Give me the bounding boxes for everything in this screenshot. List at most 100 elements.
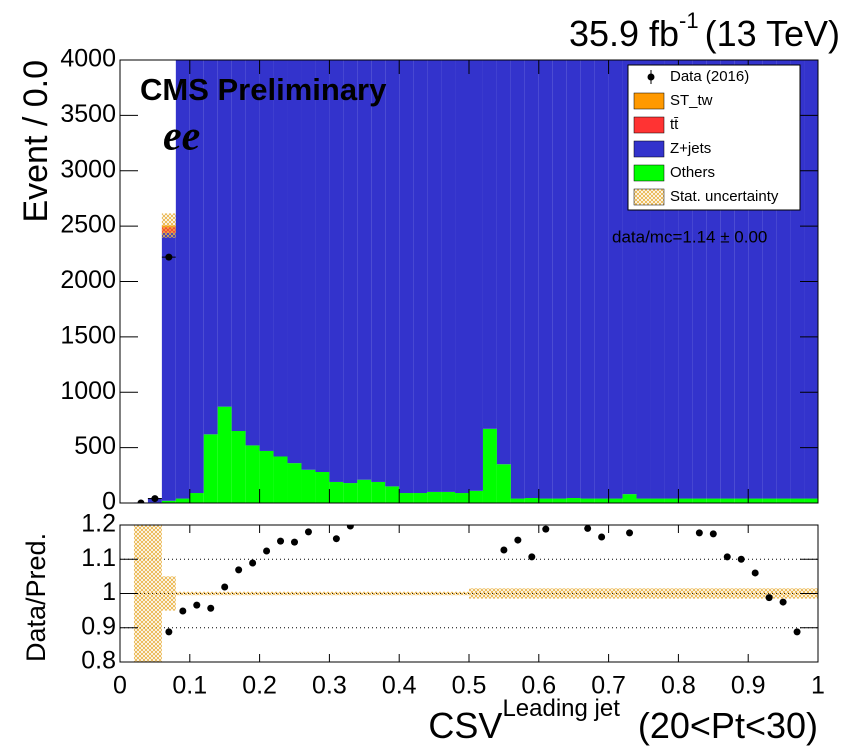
ratio-uncertainty [217,591,232,596]
lumi-label: 35.9 fb-1 (13 TeV) [569,8,840,54]
histogram-bar [496,464,511,503]
histogram-bar [650,498,665,503]
legend-swatch [633,188,665,206]
ratio-uncertainty [231,591,246,596]
legend-label: Stat. uncertainty [670,188,779,205]
ratio-uncertainty [301,591,316,596]
ratio-uncertainty [161,576,176,611]
histogram-bar [455,493,469,503]
histogram-bar [161,500,176,503]
legend-label: Others [670,164,715,181]
ratio-point [779,598,787,606]
ratio-uncertainty [594,588,609,599]
histogram-bar [636,498,651,503]
histogram-bar [231,60,246,432]
histogram-bar [455,60,469,494]
histogram-bar [273,456,288,503]
histogram-bar [496,60,511,465]
ratio-pad: 0.8 0.9 1 1.1 1.2 0 0.1 0.2 0.3 0.4 0.5 0.6 0.7 0.8 0.… [81,510,825,700]
legend-swatch [633,116,665,134]
histogram-bar [385,486,400,503]
ratio-point [235,566,243,574]
histogram-bar [580,60,595,499]
legend-marker [647,73,655,81]
legend-label: Data (2016) [670,68,749,85]
ratio-point [193,601,201,609]
histogram-bar [720,498,735,503]
ratio-uncertainty [734,588,749,599]
ratio-uncertainty [343,591,358,596]
histogram-bar [692,498,707,503]
histogram-bar [441,491,456,503]
histogram-bar [189,60,204,494]
histogram-bar [329,481,344,503]
legend-swatch [633,92,665,110]
histogram-bar [189,493,204,503]
histogram-bar [231,431,246,503]
x-tick-label: 0.2 [242,672,277,700]
ratio-point [291,538,298,546]
x-tick-label: 0.6 [521,672,556,700]
data-point [165,253,173,261]
histogram-bar [594,498,609,503]
plot-area [133,60,818,503]
ratio-point [346,525,354,530]
histogram-bar [217,60,232,407]
histogram-bar [301,60,316,470]
ratio-uncertainty [510,588,525,599]
annotation: data/mc=1.14 ± 0.00 [612,227,767,246]
histogram-bar [217,406,232,503]
ratio-uncertainty [748,588,763,599]
y-tick-label: 3500 [60,100,116,128]
plot-area [120,525,818,662]
ratio-point [751,569,759,577]
histogram-bar [287,463,302,503]
ratio-uncertainty [692,588,707,599]
legend-swatch [633,140,665,158]
ratio-uncertainty [538,588,553,599]
ratio-uncertainty [790,588,805,599]
ratio-point [723,553,731,561]
histogram-bar [427,60,442,492]
ratio-uncertainty [427,591,442,596]
ratio-uncertainty [371,591,386,596]
ratio-uncertainty [189,591,204,596]
ratio-uncertainty [636,588,651,599]
ratio-point [528,553,536,561]
y-tick-label: 1000 [60,377,116,405]
y-tick-label: 0.8 [81,647,116,675]
histogram-bar [357,479,372,503]
histogram-bar [245,60,260,446]
ratio-point [737,555,745,563]
ratio-point [221,583,229,591]
ratio-point [179,607,187,615]
legend: Data (2016) ST_tw tt̄ Z+jets Others Stat. unc… [633,68,779,206]
histogram-bar [469,60,483,491]
legend-label: Z+jets [670,140,711,157]
ratio-uncertainty [776,588,791,599]
ratio-uncertainty [245,591,260,596]
ratio-point [304,528,312,536]
cms-label: CMS Preliminary [140,72,387,107]
y-tick-label: 500 [74,432,116,460]
histogram-bar [566,498,581,503]
histogram-bar [343,483,358,503]
x-tick-label: 0.7 [591,672,626,700]
x-axis-title: CSVLeading jet (20<Pt<30) [428,695,818,745]
x-tick-label: 1 [811,672,825,700]
ratio-uncertainty [175,591,190,596]
ratio-point [514,536,522,544]
ratio-uncertainty [566,588,581,599]
histogram-bar [399,60,414,494]
ratio-uncertainty [524,588,539,599]
ratio-point [263,547,271,555]
ratio-uncertainty [357,591,372,596]
histogram-bar [175,60,190,499]
ratio-uncertainty [706,588,721,599]
legend-label: tt̄ [670,116,679,133]
x-tick-label: 0.5 [452,672,487,700]
ratio-uncertainty [469,588,483,599]
ratio-uncertainty [147,525,162,662]
x-tick-label: 0.4 [382,672,417,700]
ratio-uncertainty [259,591,274,596]
